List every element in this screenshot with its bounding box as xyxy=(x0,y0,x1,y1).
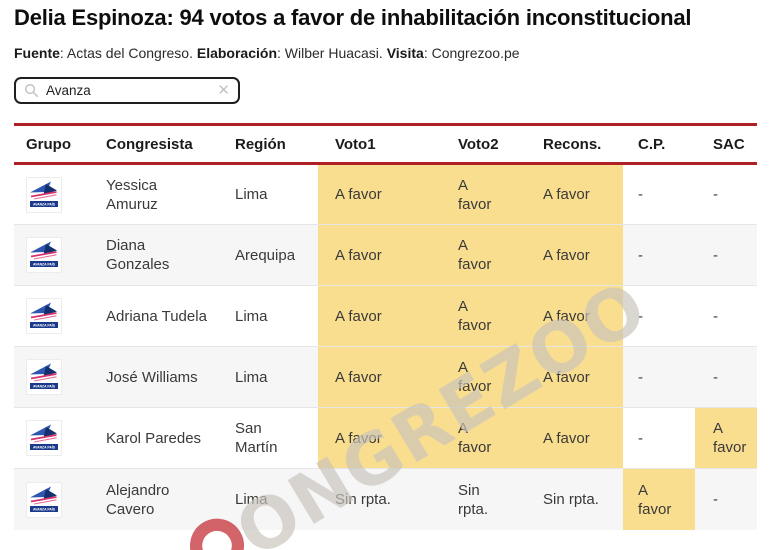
page-title: Delia Espinoza: 94 votos a favor de inha… xyxy=(14,5,692,30)
sac-cell: - xyxy=(713,246,718,264)
cp-cell: - xyxy=(638,368,643,386)
party-logo-cell: AVANZA PAÍS xyxy=(14,286,96,347)
sac-cell: - xyxy=(713,307,718,325)
source-fuente-label: Fuente xyxy=(14,44,60,61)
column-header-congresista: Congresista xyxy=(106,135,193,153)
recons-cell: A favor xyxy=(527,163,623,225)
sac-cell: A favor xyxy=(695,407,757,469)
cp-cell: - xyxy=(638,186,643,204)
cp-cell: A favor xyxy=(623,468,695,530)
recons-cell: A favor xyxy=(527,407,623,469)
source-fuente-value: : Actas del Congreso. xyxy=(59,44,197,61)
column-header-recons: Recons. xyxy=(543,135,602,153)
voto2-cell: A favor xyxy=(442,163,527,225)
table-row: AVANZA PAÍS Yessica Amuruz Lima A favor A f… xyxy=(14,163,757,225)
voto1-cell: A favor xyxy=(318,163,442,225)
recons-cell: A favor xyxy=(527,285,623,347)
region-cell: San Martín xyxy=(235,420,278,457)
cp-cell: - xyxy=(638,246,643,264)
sac-cell: - xyxy=(713,186,718,204)
recons-cell: Sin rpta. xyxy=(543,491,599,509)
cp-cell: - xyxy=(638,429,643,447)
vote-table: Grupo Congresista Región Voto1 Voto2 Recons. C… xyxy=(14,123,757,530)
column-header-sac: SAC xyxy=(713,135,745,153)
region-cell: Lima xyxy=(235,491,268,509)
party-logo-cell: AVANZA PAÍS xyxy=(14,225,96,286)
column-header-cp: C.P. xyxy=(638,135,666,153)
source-elaboracion-label: Elaboración xyxy=(196,44,277,61)
sac-cell: - xyxy=(713,491,718,509)
voto2-cell: Sin rpta. xyxy=(458,481,489,518)
avanza-pais-logo: AVANZA PAÍS xyxy=(26,298,62,335)
column-header-voto1: Voto1 xyxy=(335,135,376,153)
source-line: Fuente: Actas del Congreso. Elaboración:… xyxy=(14,45,760,62)
congresista-cell: José Williams xyxy=(106,368,198,386)
svg-text:AVANZA PAÍS: AVANZA PAÍS xyxy=(33,323,56,328)
vote-table-wrap: Grupo Congresista Región Voto1 Voto2 Recons. C… xyxy=(14,123,760,550)
party-logo-cell: AVANZA PAÍS xyxy=(14,469,96,530)
svg-text:AVANZA PAÍS: AVANZA PAÍS xyxy=(33,262,56,267)
sac-cell: - xyxy=(713,368,718,386)
voto1-cell: A favor xyxy=(318,285,442,347)
table-row: AVANZA PAÍS Alejandro Cavero Lima Sin rpta… xyxy=(14,468,757,530)
voto2-cell: A favor xyxy=(442,285,527,347)
congresista-cell: Diana Gonzales xyxy=(106,237,170,274)
svg-text:AVANZA PAÍS: AVANZA PAÍS xyxy=(33,445,56,450)
svg-text:AVANZA PAÍS: AVANZA PAÍS xyxy=(33,384,56,389)
region-cell: Lima xyxy=(235,307,268,325)
recons-cell: A favor xyxy=(527,346,623,408)
header-row: Grupo Congresista Región Voto1 Voto2 Recons. C… xyxy=(14,124,757,164)
column-header-region: Región xyxy=(235,135,286,153)
region-cell: Arequipa xyxy=(235,246,296,264)
voto1-cell: A favor xyxy=(318,224,442,286)
table-row: AVANZA PAÍS Adriana Tudela Lima A favor A f… xyxy=(14,285,757,347)
search-input[interactable] xyxy=(46,83,211,99)
party-logo-cell: AVANZA PAÍS xyxy=(14,408,96,469)
avanza-pais-logo: AVANZA PAÍS xyxy=(26,359,62,396)
recons-cell: A favor xyxy=(527,224,623,286)
avanza-pais-logo: AVANZA PAÍS xyxy=(26,237,62,274)
search-icon xyxy=(25,84,39,98)
source-visita-label: Visita xyxy=(386,44,424,61)
search-box[interactable]: ✕ xyxy=(14,77,240,105)
region-cell: Lima xyxy=(235,368,268,386)
voto1-cell: Sin rpta. xyxy=(335,491,391,509)
table-row: AVANZA PAÍS José Williams Lima A favor A fa… xyxy=(14,346,757,408)
congresista-cell: Yessica Amuruz xyxy=(106,176,158,213)
congresista-cell: Adriana Tudela xyxy=(106,307,207,325)
source-visita-value: : Congrezoo.pe xyxy=(423,44,520,61)
source-elaboracion-value: : Wilber Huacasi. xyxy=(277,44,387,61)
avanza-pais-logo: AVANZA PAÍS xyxy=(26,481,62,518)
svg-text:AVANZA PAÍS: AVANZA PAÍS xyxy=(33,201,56,206)
column-header-grupo: Grupo xyxy=(26,135,71,153)
voto2-cell: A favor xyxy=(442,346,527,408)
party-logo-cell: AVANZA PAÍS xyxy=(14,347,96,408)
party-logo-cell: AVANZA PAÍS xyxy=(14,164,96,225)
congresista-cell: Karol Paredes xyxy=(106,429,202,447)
avanza-pais-logo: AVANZA PAÍS xyxy=(26,176,62,213)
voto1-cell: A favor xyxy=(318,346,442,408)
column-header-voto2: Voto2 xyxy=(458,135,499,153)
region-cell: Lima xyxy=(235,186,268,204)
table-row: AVANZA PAÍS Karol Paredes San Martín A fav… xyxy=(14,407,757,469)
clear-search-icon[interactable]: ✕ xyxy=(217,82,230,100)
cp-cell: - xyxy=(638,307,643,325)
congresista-cell: Alejandro Cavero xyxy=(106,481,170,518)
voto1-cell: A favor xyxy=(318,407,442,469)
voto2-cell: A favor xyxy=(442,407,527,469)
table-row: AVANZA PAÍS Diana Gonzales Arequipa A favo… xyxy=(14,224,757,286)
voto2-cell: A favor xyxy=(442,224,527,286)
svg-text:AVANZA PAÍS: AVANZA PAÍS xyxy=(33,506,56,511)
vote-table-head: Grupo Congresista Región Voto1 Voto2 Recons. C… xyxy=(14,124,757,164)
avanza-pais-logo: AVANZA PAÍS xyxy=(26,420,62,457)
vote-table-body: AVANZA PAÍS Yessica Amuruz Lima A favor A f… xyxy=(14,163,757,530)
